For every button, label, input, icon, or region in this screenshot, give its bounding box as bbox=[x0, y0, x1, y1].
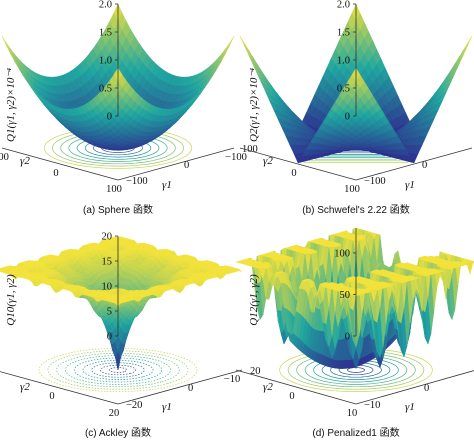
z-tick-label: 10 bbox=[102, 282, 113, 293]
surface-facet bbox=[1, 35, 11, 52]
contour-ring bbox=[108, 367, 128, 373]
zlabel-sphere: Q1(γ1, γ2)×10⁻⁴ bbox=[5, 68, 17, 142]
x-axis-line bbox=[1, 147, 119, 181]
y-tick-label: 0 bbox=[422, 160, 427, 171]
x-tick-label: 0 bbox=[291, 168, 296, 179]
surface-facet bbox=[463, 35, 473, 52]
x-tick-label: −100 bbox=[0, 152, 9, 163]
contour-ring bbox=[91, 362, 145, 378]
xlabel-sphere: γ1 bbox=[162, 179, 172, 191]
y-tick-label: −100 bbox=[126, 176, 148, 187]
xlabel-ackley: γ1 bbox=[162, 401, 172, 413]
ylabel-schwefel: γ2 bbox=[263, 155, 273, 167]
contour-ring bbox=[56, 352, 180, 388]
x-tick-label: 0 bbox=[49, 391, 54, 402]
surface-facet bbox=[239, 35, 249, 52]
contour-ring bbox=[65, 355, 171, 385]
x-tick-label: 100 bbox=[106, 184, 122, 195]
y-tick-label: −20 bbox=[126, 400, 142, 411]
x-tick-label: 0 bbox=[53, 168, 58, 179]
y-tick-label: 0 bbox=[184, 160, 189, 171]
caption-schwefel: (b) Schwefel's 2.22 函数 bbox=[302, 203, 410, 216]
z-tick-label: 20 bbox=[102, 232, 113, 243]
contour-ring bbox=[38, 348, 198, 392]
ylabel-sphere: γ2 bbox=[20, 155, 30, 167]
y-tick-label: 0 bbox=[188, 383, 193, 394]
z-tick-label: 0 bbox=[345, 112, 350, 123]
z-tick-label: 2.0 bbox=[337, 0, 350, 11]
z-tick-label: 0.5 bbox=[99, 84, 112, 95]
contour-ring bbox=[82, 360, 154, 380]
x-tick-label: 100 bbox=[344, 184, 360, 195]
y-axis-line bbox=[117, 147, 235, 181]
y-tick-label: −100 bbox=[364, 176, 386, 187]
z-tick-label: 1.0 bbox=[99, 56, 112, 67]
surface-facet bbox=[243, 44, 253, 60]
surface-sphere bbox=[1, 3, 235, 169]
contour-ring bbox=[43, 127, 193, 169]
surface-facet bbox=[459, 44, 469, 60]
contour-ring bbox=[52, 129, 184, 167]
x-tick-label: 20 bbox=[109, 408, 120, 419]
z-tick-label: 15 bbox=[102, 257, 113, 268]
caption-sphere: (a) Sphere 函数 bbox=[83, 203, 153, 216]
z-tick-label: 1.5 bbox=[337, 28, 350, 39]
y-tick-label: 100 bbox=[242, 144, 258, 155]
surface-ackley bbox=[0, 236, 243, 392]
z-tick-label: 2.0 bbox=[99, 0, 112, 11]
contour-ring bbox=[60, 131, 176, 165]
z-tick-label: 1.5 bbox=[99, 28, 112, 39]
caption-ackley: (c) Ackley 函数 bbox=[85, 426, 151, 439]
xlabel-schwefel: γ1 bbox=[405, 179, 415, 191]
z-tick-label: 0.5 bbox=[337, 84, 350, 95]
zlabel-schwefel: Q2(γ1, γ2)×10⁻⁴ bbox=[248, 68, 260, 142]
contour-ring bbox=[73, 357, 163, 383]
z-tick-label: 0 bbox=[107, 112, 112, 123]
surface-schwefel bbox=[239, 3, 473, 164]
x-axis-line bbox=[239, 147, 357, 181]
surface-facet bbox=[225, 35, 235, 52]
ylabel-ackley: γ2 bbox=[20, 381, 30, 393]
y-axis-line bbox=[355, 147, 473, 181]
z-tick-label: 5 bbox=[107, 307, 112, 318]
z-tick-label: 0 bbox=[107, 332, 112, 343]
z-tick-label: 1.0 bbox=[337, 56, 350, 67]
x-tick-label: −100 bbox=[225, 152, 247, 163]
zlabel-ackley: Q10(γ1, γ2) bbox=[5, 274, 17, 326]
